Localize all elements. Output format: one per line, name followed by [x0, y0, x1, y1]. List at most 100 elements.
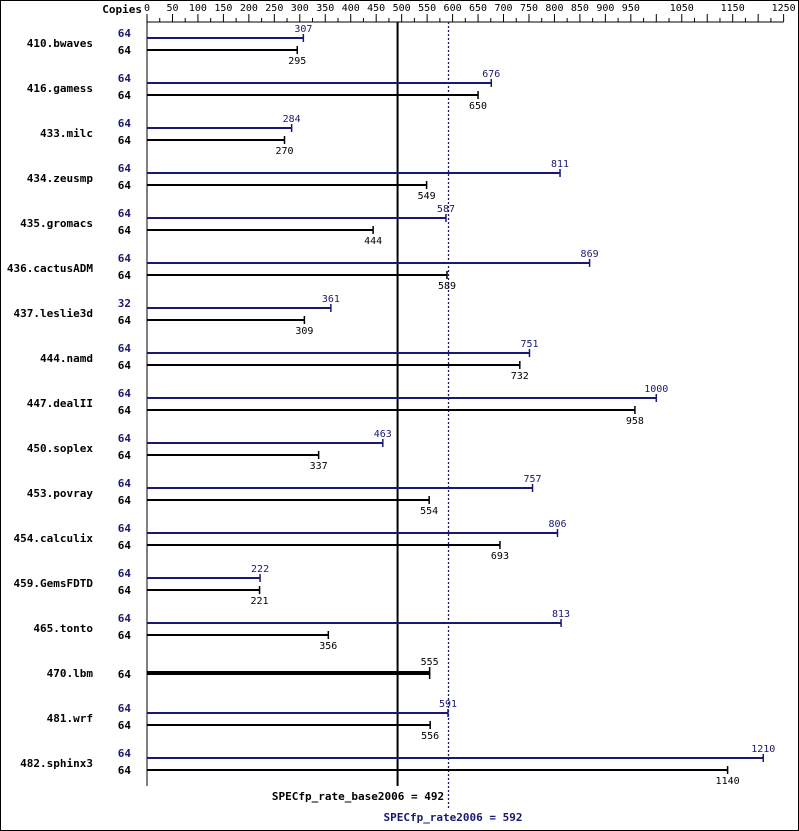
benchmark-label: 453.povray [27, 487, 94, 500]
base-summary-label: SPECfp_rate_base2006 = 492 [272, 790, 444, 803]
base-copies: 64 [118, 494, 132, 507]
benchmark-row: 433.milc 64 284 64 270 [40, 114, 301, 157]
benchmark-label: 482.sphinx3 [20, 757, 93, 770]
benchmark-row: 436.cactusADM 64 869 64 589 [7, 249, 599, 292]
peak-value-label: 361 [322, 294, 340, 305]
benchmark-row: 434.zeusmp 64 811 64 549 [27, 159, 569, 202]
peak-value-label: 757 [524, 474, 542, 485]
x-tick-label: 800 [545, 3, 563, 14]
peak-summary-label: SPECfp_rate2006 = 592 [383, 811, 522, 824]
peak-value-label: 1210 [751, 744, 775, 755]
base-copies: 64 [118, 719, 132, 732]
x-tick-label: 50 [166, 3, 178, 14]
base-value-label: 549 [418, 191, 436, 202]
base-copies: 64 [118, 764, 132, 777]
peak-copies: 64 [118, 747, 132, 760]
base-copies: 64 [118, 44, 132, 57]
base-copies: 64 [118, 584, 132, 597]
benchmark-label: 435.gromacs [20, 217, 93, 230]
peak-copies: 64 [118, 432, 132, 445]
copies-header: Copies [102, 3, 142, 16]
benchmark-label: 454.calculix [14, 532, 94, 545]
peak-copies: 64 [118, 567, 132, 580]
base-copies: 64 [118, 269, 132, 282]
base-copies: 64 [118, 134, 132, 147]
base-value-label: 732 [511, 371, 529, 382]
x-axis: 0 50 100 150 200 250 300 350 400 450 500 550 600 650 7… [144, 3, 796, 23]
base-value-label: 356 [319, 641, 337, 652]
peak-copies: 64 [118, 117, 132, 130]
x-tick-label: 1150 [721, 3, 745, 14]
benchmark-row: 459.GemsFDTD 64 222 64 221 [14, 564, 270, 607]
x-tick-label: 0 [144, 3, 150, 14]
peak-copies: 64 [118, 477, 132, 490]
x-tick-label: 150 [214, 3, 232, 14]
peak-copies: 64 [118, 342, 132, 355]
base-value-label: 221 [251, 596, 269, 607]
base-value-label: 1140 [716, 776, 740, 787]
base-copies: 64 [118, 539, 132, 552]
base-copies: 64 [118, 89, 132, 102]
base-copies: 64 [118, 179, 132, 192]
x-tick-label: 400 [342, 3, 360, 14]
peak-value-label: 284 [283, 114, 301, 125]
base-value-label: 958 [626, 416, 644, 427]
benchmark-row: 453.povray 64 757 64 554 [27, 474, 542, 517]
benchmark-row: 444.namd 64 751 64 732 [40, 339, 538, 382]
benchmark-label: 433.milc [40, 127, 93, 140]
peak-copies: 64 [118, 27, 132, 40]
base-value-label: 556 [421, 731, 439, 742]
peak-value-label: 751 [520, 339, 538, 350]
peak-copies: 64 [118, 612, 132, 625]
benchmark-label: 481.wrf [47, 712, 93, 725]
x-tick-label: 300 [291, 3, 309, 14]
benchmark-row: 447.dealII 64 1000 64 958 [27, 384, 669, 427]
benchmark-label: 465.tonto [33, 622, 93, 635]
x-tick-label: 750 [520, 3, 538, 14]
benchmark-label: 450.soplex [27, 442, 94, 455]
peak-copies: 64 [118, 702, 132, 715]
benchmark-row: 435.gromacs 64 587 64 444 [20, 204, 455, 247]
x-tick-label: 600 [444, 3, 462, 14]
base-value-label: 337 [310, 461, 328, 472]
x-tick-label: 200 [240, 3, 258, 14]
peak-value-label: 222 [251, 564, 269, 575]
base-copies: 64 [118, 668, 132, 681]
benchmark-label: 444.namd [40, 352, 93, 365]
peak-value-label: 1000 [644, 384, 668, 395]
base-value-label: 555 [421, 657, 439, 668]
benchmark-label: 437.leslie3d [14, 307, 93, 320]
peak-copies: 64 [118, 522, 132, 535]
base-value-label: 270 [275, 146, 293, 157]
benchmark-label: 410.bwaves [27, 37, 93, 50]
peak-value-label: 813 [552, 609, 570, 620]
benchmark-row: 416.gamess 64 676 64 650 [27, 69, 501, 112]
benchmark-row: 454.calculix 64 806 64 693 [14, 519, 567, 562]
base-copies: 64 [118, 314, 132, 327]
base-copies: 64 [118, 224, 132, 237]
peak-value-label: 811 [551, 159, 569, 170]
peak-value-label: 806 [548, 519, 566, 530]
peak-copies: 64 [118, 252, 132, 265]
benchmark-label: 416.gamess [27, 82, 93, 95]
benchmark-label: 434.zeusmp [27, 172, 94, 185]
benchmark-label: 436.cactusADM [7, 262, 93, 275]
base-value-label: 309 [295, 326, 313, 337]
peak-copies: 64 [118, 207, 132, 220]
benchmark-label: 470.lbm [47, 667, 94, 680]
base-value-label: 693 [491, 551, 509, 562]
peak-copies: 64 [118, 72, 132, 85]
base-copies: 64 [118, 359, 132, 372]
x-tick-label: 550 [418, 3, 436, 14]
base-value-label: 589 [438, 281, 456, 292]
x-tick-label: 350 [316, 3, 334, 14]
peak-copies: 64 [118, 162, 132, 175]
base-copies: 64 [118, 449, 132, 462]
peak-value-label: 591 [439, 699, 457, 710]
peak-value-label: 587 [437, 204, 455, 215]
x-tick-label: 450 [367, 3, 385, 14]
benchmark-label: 459.GemsFDTD [14, 577, 94, 590]
x-tick-label: 850 [571, 3, 589, 14]
